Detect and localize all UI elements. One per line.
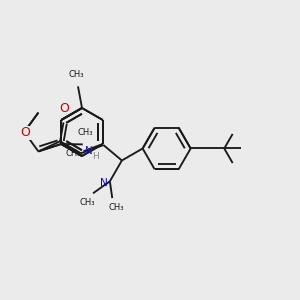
- Text: O: O: [59, 102, 69, 116]
- Text: CH₃: CH₃: [68, 70, 84, 80]
- Text: O: O: [20, 127, 30, 140]
- Text: CH₃: CH₃: [79, 198, 95, 207]
- Text: N: N: [100, 178, 108, 188]
- Text: N: N: [85, 146, 93, 156]
- Text: CH₃: CH₃: [109, 203, 124, 212]
- Text: CH₃: CH₃: [66, 149, 81, 158]
- Text: CH₃: CH₃: [77, 128, 93, 137]
- Text: H: H: [92, 152, 99, 161]
